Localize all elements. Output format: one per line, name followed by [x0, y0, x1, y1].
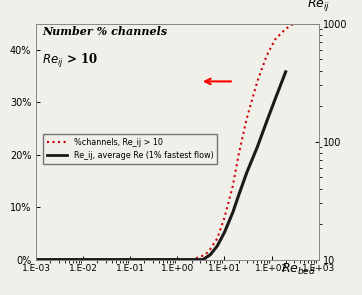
Re_ij, average Re (1% fastest flow): [34, 258, 38, 261]
%channels, Re_ij > 10: [128, 258, 132, 261]
%channels, Re_ij > 10: [283, 27, 288, 31]
Re_ij, average Re (1% fastest flow): [175, 258, 180, 261]
Re_ij, average Re (1% fastest flow): [255, 145, 260, 149]
%channels, Re_ij > 10: [189, 258, 194, 261]
%channels, Re_ij > 10: [215, 237, 219, 240]
Re_ij, average Re (1% fastest flow): [236, 194, 241, 197]
%channels, Re_ij > 10: [245, 116, 249, 120]
Re_ij, average Re (1% fastest flow): [265, 119, 269, 123]
Re_ij, average Re (1% fastest flow): [201, 258, 205, 261]
%channels, Re_ij > 10: [255, 80, 260, 83]
Line: Re_ij, average Re (1% fastest flow): Re_ij, average Re (1% fastest flow): [36, 72, 286, 260]
Text: $\mathit{Re}_{ij}$: $\mathit{Re}_{ij}$: [307, 0, 330, 13]
%channels, Re_ij > 10: [198, 255, 202, 259]
%channels, Re_ij > 10: [231, 184, 235, 188]
Re_ij, average Re (1% fastest flow): [245, 171, 249, 174]
%channels, Re_ij > 10: [292, 22, 296, 25]
Re_ij, average Re (1% fastest flow): [283, 70, 288, 74]
Re_ij, average Re (1% fastest flow): [189, 258, 194, 261]
Text: Number % channels: Number % channels: [42, 26, 167, 37]
%channels, Re_ij > 10: [34, 258, 38, 261]
Re_ij, average Re (1% fastest flow): [128, 258, 132, 261]
%channels, Re_ij > 10: [208, 247, 212, 251]
Re_ij, average Re (1% fastest flow): [231, 211, 235, 214]
Re_ij, average Re (1% fastest flow): [273, 97, 277, 101]
%channels, Re_ij > 10: [175, 258, 180, 261]
%channels, Re_ij > 10: [81, 258, 85, 261]
Text: $\mathit{Re}_{bed}$: $\mathit{Re}_{bed}$: [281, 262, 316, 277]
%channels, Re_ij > 10: [273, 37, 277, 41]
%channels, Re_ij > 10: [236, 153, 241, 156]
Re_ij, average Re (1% fastest flow): [208, 253, 212, 256]
Text: $\mathit{Re}_{ij}$ > 10: $\mathit{Re}_{ij}$ > 10: [42, 52, 98, 70]
Line: %channels, Re_ij > 10: %channels, Re_ij > 10: [36, 24, 294, 260]
Re_ij, average Re (1% fastest flow): [215, 244, 219, 248]
Re_ij, average Re (1% fastest flow): [81, 258, 85, 261]
%channels, Re_ij > 10: [265, 53, 269, 57]
Re_ij, average Re (1% fastest flow): [222, 231, 227, 234]
Legend: %channels, Re_ij > 10, Re_ij, average Re (1% fastest flow): %channels, Re_ij > 10, Re_ij, average Re…: [43, 134, 218, 164]
%channels, Re_ij > 10: [222, 216, 227, 219]
%channels, Re_ij > 10: [203, 253, 208, 256]
